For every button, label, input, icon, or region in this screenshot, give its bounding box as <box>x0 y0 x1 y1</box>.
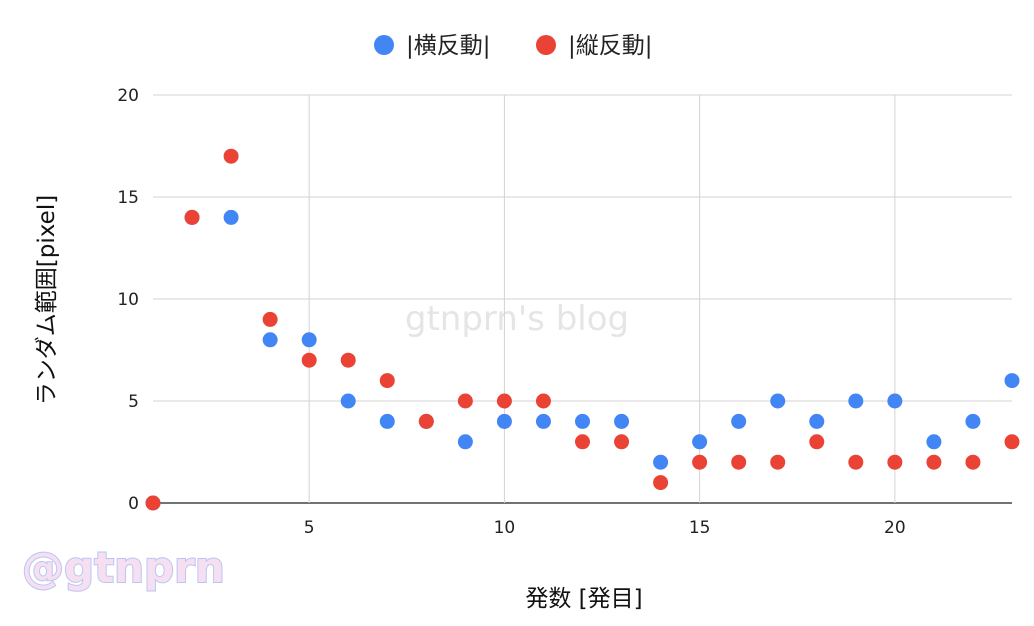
data-point-series-1 <box>379 413 395 429</box>
data-point-series-2 <box>848 454 864 470</box>
data-point-series-2 <box>145 495 161 511</box>
data-point-series-2 <box>1004 434 1020 450</box>
data-point-series-1 <box>887 393 903 409</box>
data-point-series-2 <box>418 413 434 429</box>
data-point-series-2 <box>535 393 551 409</box>
data-point-series-2 <box>692 454 708 470</box>
data-point-series-2 <box>653 475 669 491</box>
data-point-series-1 <box>457 434 473 450</box>
x-tick-label: 10 <box>494 518 516 538</box>
data-points <box>145 148 1020 511</box>
data-point-series-1 <box>262 332 278 348</box>
data-point-series-2 <box>223 148 239 164</box>
y-tick-label: 20 <box>117 86 139 106</box>
y-axis-title: ランダム範囲[pixel] <box>34 195 60 405</box>
data-point-series-1 <box>223 209 239 225</box>
legend-label: |縦反動| <box>568 33 653 59</box>
x-tick-label: 20 <box>884 518 906 538</box>
data-point-series-1 <box>575 413 590 429</box>
data-point-series-2 <box>301 352 317 368</box>
data-point-series-1 <box>809 413 825 429</box>
legend-marker <box>536 35 556 55</box>
x-tick-label: 15 <box>689 518 711 538</box>
data-point-series-2 <box>184 209 200 225</box>
data-point-series-1 <box>848 393 864 409</box>
data-point-series-1 <box>496 413 512 429</box>
data-point-series-1 <box>731 413 747 429</box>
data-point-series-2 <box>379 373 395 389</box>
author-handle: @gtnprn <box>22 543 225 592</box>
y-tick-label: 15 <box>117 188 139 208</box>
data-point-series-1 <box>535 413 551 429</box>
legend-marker <box>374 35 394 55</box>
data-point-series-2 <box>926 454 942 470</box>
y-tick-label: 0 <box>128 494 139 514</box>
y-tick-label: 10 <box>117 290 139 310</box>
x-tick-label: 5 <box>304 518 315 538</box>
data-point-series-1 <box>1004 373 1020 389</box>
data-point-series-1 <box>692 434 708 450</box>
data-point-series-1 <box>770 393 786 409</box>
watermark: gtnprn's blog <box>405 299 629 339</box>
y-tick-label: 5 <box>128 392 139 412</box>
data-point-series-2 <box>575 434 590 450</box>
legend-label: |横反動| <box>406 33 491 59</box>
data-point-series-1 <box>965 413 981 429</box>
data-point-series-2 <box>809 434 825 450</box>
data-point-series-2 <box>965 454 981 470</box>
data-point-series-1 <box>653 454 669 470</box>
data-point-series-2 <box>496 393 512 409</box>
grid-lines <box>153 94 1012 504</box>
data-point-series-1 <box>614 413 630 429</box>
data-point-series-1 <box>926 434 942 450</box>
data-point-series-1 <box>301 332 317 348</box>
data-point-series-2 <box>457 393 473 409</box>
tick-labels: 0 5 10 15 20 5 10 15 20 <box>117 86 905 538</box>
x-axis-title: 発数 [発目] <box>525 586 642 612</box>
data-point-series-2 <box>887 454 903 470</box>
data-point-series-2 <box>262 311 278 327</box>
data-point-series-2 <box>770 454 786 470</box>
data-point-series-2 <box>340 352 356 368</box>
data-point-series-1 <box>340 393 356 409</box>
data-point-series-2 <box>731 454 747 470</box>
data-point-series-2 <box>614 434 630 450</box>
legend: |横反動| |縦反動| <box>374 33 653 59</box>
